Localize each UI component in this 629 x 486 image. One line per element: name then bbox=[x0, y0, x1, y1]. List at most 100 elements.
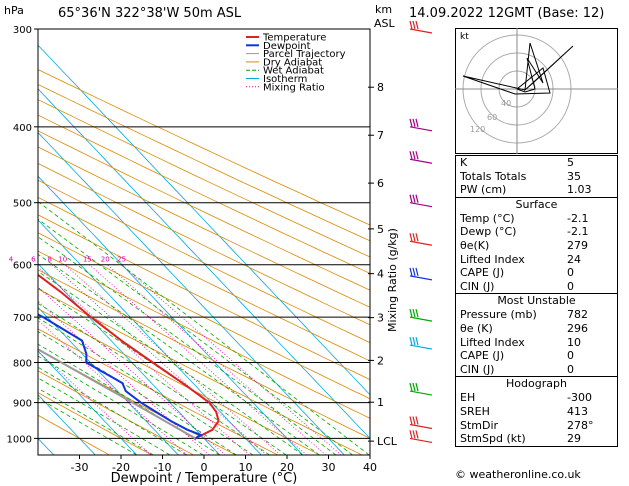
table-row: θe (K) 296 bbox=[456, 322, 617, 336]
wind-barb bbox=[409, 126, 433, 132]
wind-barb bbox=[409, 437, 433, 443]
mixing-ratio-label: 15 bbox=[83, 256, 92, 264]
dry-adiabat-line bbox=[38, 146, 370, 308]
wind-barb-flag bbox=[415, 20, 419, 30]
surface-section: Surface Temp (°C) -2.1 Dewp (°C) -2.1 θe(K) 2… bbox=[455, 197, 618, 295]
table-row: CAPE (J) 0 bbox=[456, 266, 617, 280]
mixing-ratio-label: 4 bbox=[9, 256, 14, 264]
table-row: CIN (J) 0 bbox=[456, 363, 617, 377]
wind-barb-flag bbox=[415, 430, 419, 439]
wet-adiabat-line bbox=[38, 355, 204, 455]
dry-adiabat-line bbox=[38, 162, 370, 326]
wind-barb bbox=[409, 423, 433, 430]
wet-adiabat-line bbox=[38, 270, 304, 455]
wind-barb bbox=[409, 202, 433, 208]
km-tick-label: 1 bbox=[377, 396, 384, 409]
wind-barb-flag bbox=[412, 416, 416, 425]
row-value: 0 bbox=[567, 349, 574, 363]
table-row: Temp (°C) -2.1 bbox=[456, 212, 617, 226]
dry-adiabat-line bbox=[38, 179, 370, 344]
totals-value: 35 bbox=[567, 169, 581, 183]
legend-entry: Parcel Trajectory bbox=[263, 49, 346, 60]
x-axis-label: Dewpoint / Temperature (°C) bbox=[111, 471, 298, 486]
row-label: Lifted Index bbox=[460, 252, 525, 266]
hodograph-title: Hodograph bbox=[506, 377, 567, 391]
wind-barb-flag bbox=[415, 151, 419, 160]
isotherm-line bbox=[38, 44, 370, 396]
legend-entry: Mixing Ratio bbox=[263, 82, 325, 93]
row-value: 0 bbox=[567, 266, 574, 280]
wet-adiabat-line bbox=[38, 236, 337, 455]
wind-barb-flag bbox=[409, 430, 413, 439]
wind-barb bbox=[409, 158, 433, 164]
hodograph-ring-label: 60 bbox=[487, 113, 497, 122]
table-row: StmSpd (kt) 29 bbox=[456, 432, 617, 446]
wind-barb-flag bbox=[409, 118, 413, 127]
dewpoint-line bbox=[38, 313, 204, 440]
most-unstable-section: Most Unstable Pressure (mb) 782 θe (K) 296 L… bbox=[455, 294, 618, 378]
wet-adiabat-line bbox=[38, 317, 254, 455]
row-label: SREH bbox=[460, 404, 490, 418]
pressure-tick-label: 900 bbox=[13, 399, 32, 410]
wind-barb-flag bbox=[415, 336, 419, 346]
isotherm-line bbox=[38, 131, 345, 455]
wind-barb bbox=[409, 240, 433, 246]
row-label: Dewp (°C) bbox=[460, 225, 517, 239]
km-tick-label: 3 bbox=[377, 312, 384, 325]
x-tick-label: 0 bbox=[201, 461, 208, 474]
dry-adiabat-line bbox=[38, 250, 370, 419]
x-tick-label: 40 bbox=[363, 461, 377, 474]
km-tick-label: 5 bbox=[377, 223, 384, 236]
row-value: 296 bbox=[567, 321, 588, 335]
dry-adiabat-line bbox=[38, 370, 194, 455]
isotherm-line bbox=[38, 88, 370, 439]
legend-entry: Isotherm bbox=[263, 74, 307, 85]
wind-barb-flag bbox=[409, 233, 413, 242]
pressure-tick-label: 800 bbox=[13, 359, 32, 370]
row-label: CIN (J) bbox=[460, 279, 495, 293]
wind-barb-flag bbox=[412, 430, 416, 439]
dry-adiabat-line bbox=[38, 328, 278, 455]
row-value: 29 bbox=[567, 432, 581, 446]
row-value: 0 bbox=[567, 362, 574, 376]
x-tick-label: -10 bbox=[154, 461, 172, 474]
wind-barb-flag bbox=[415, 267, 419, 276]
row-label: Lifted Index bbox=[460, 335, 525, 349]
station-location: 65°36'N 322°38'W 50m ASL bbox=[58, 6, 242, 21]
mixing-ratio-label: 6 bbox=[31, 256, 36, 264]
row-label: Pressure (mb) bbox=[460, 308, 537, 322]
mixing-ratio-axis-label: Mixing Ratio (g/kg) bbox=[386, 228, 399, 332]
km-tick-label: 7 bbox=[377, 129, 384, 142]
dry-adiabat-line bbox=[38, 269, 370, 439]
km-tick-label: 4 bbox=[377, 268, 384, 281]
dry-adiabat-line bbox=[38, 83, 370, 242]
row-label: StmDir bbox=[460, 418, 499, 432]
wet-adiabat-line bbox=[38, 302, 270, 455]
hodograph-ring-label: 120 bbox=[470, 125, 485, 134]
isotherm-line bbox=[38, 175, 304, 455]
pw-value: 1.03 bbox=[567, 183, 592, 197]
x-tick-label: 20 bbox=[280, 461, 294, 474]
row-label: θe (K) bbox=[460, 321, 493, 335]
row-value: 24 bbox=[567, 252, 581, 266]
isotherm-line bbox=[0, 29, 12, 455]
hodograph-ring-label: 40 bbox=[501, 99, 511, 108]
table-row: θe(K) 279 bbox=[456, 239, 617, 253]
table-row: CIN (J) 0 bbox=[456, 280, 617, 294]
temperature-line bbox=[38, 273, 220, 440]
wind-barb-flag bbox=[409, 308, 413, 318]
table-row: Lifted Index 10 bbox=[456, 336, 617, 350]
mixing-ratio-label: 8 bbox=[48, 256, 52, 264]
dry-adiabat-line bbox=[38, 69, 370, 226]
wet-adiabat-line bbox=[38, 201, 370, 455]
row-label: CIN (J) bbox=[460, 362, 495, 376]
x-tick-label: -20 bbox=[112, 461, 130, 474]
km-tick-label: 6 bbox=[377, 177, 384, 190]
hodograph-plot: kt 40 60 120 bbox=[455, 28, 618, 154]
row-label: CAPE (J) bbox=[460, 349, 505, 363]
row-value: 782 bbox=[567, 308, 588, 322]
wind-barb-flag bbox=[412, 336, 416, 346]
pw-label: PW (cm) bbox=[460, 183, 507, 197]
row-label: StmSpd (kt) bbox=[460, 432, 526, 446]
wind-barb-flag bbox=[412, 20, 416, 30]
